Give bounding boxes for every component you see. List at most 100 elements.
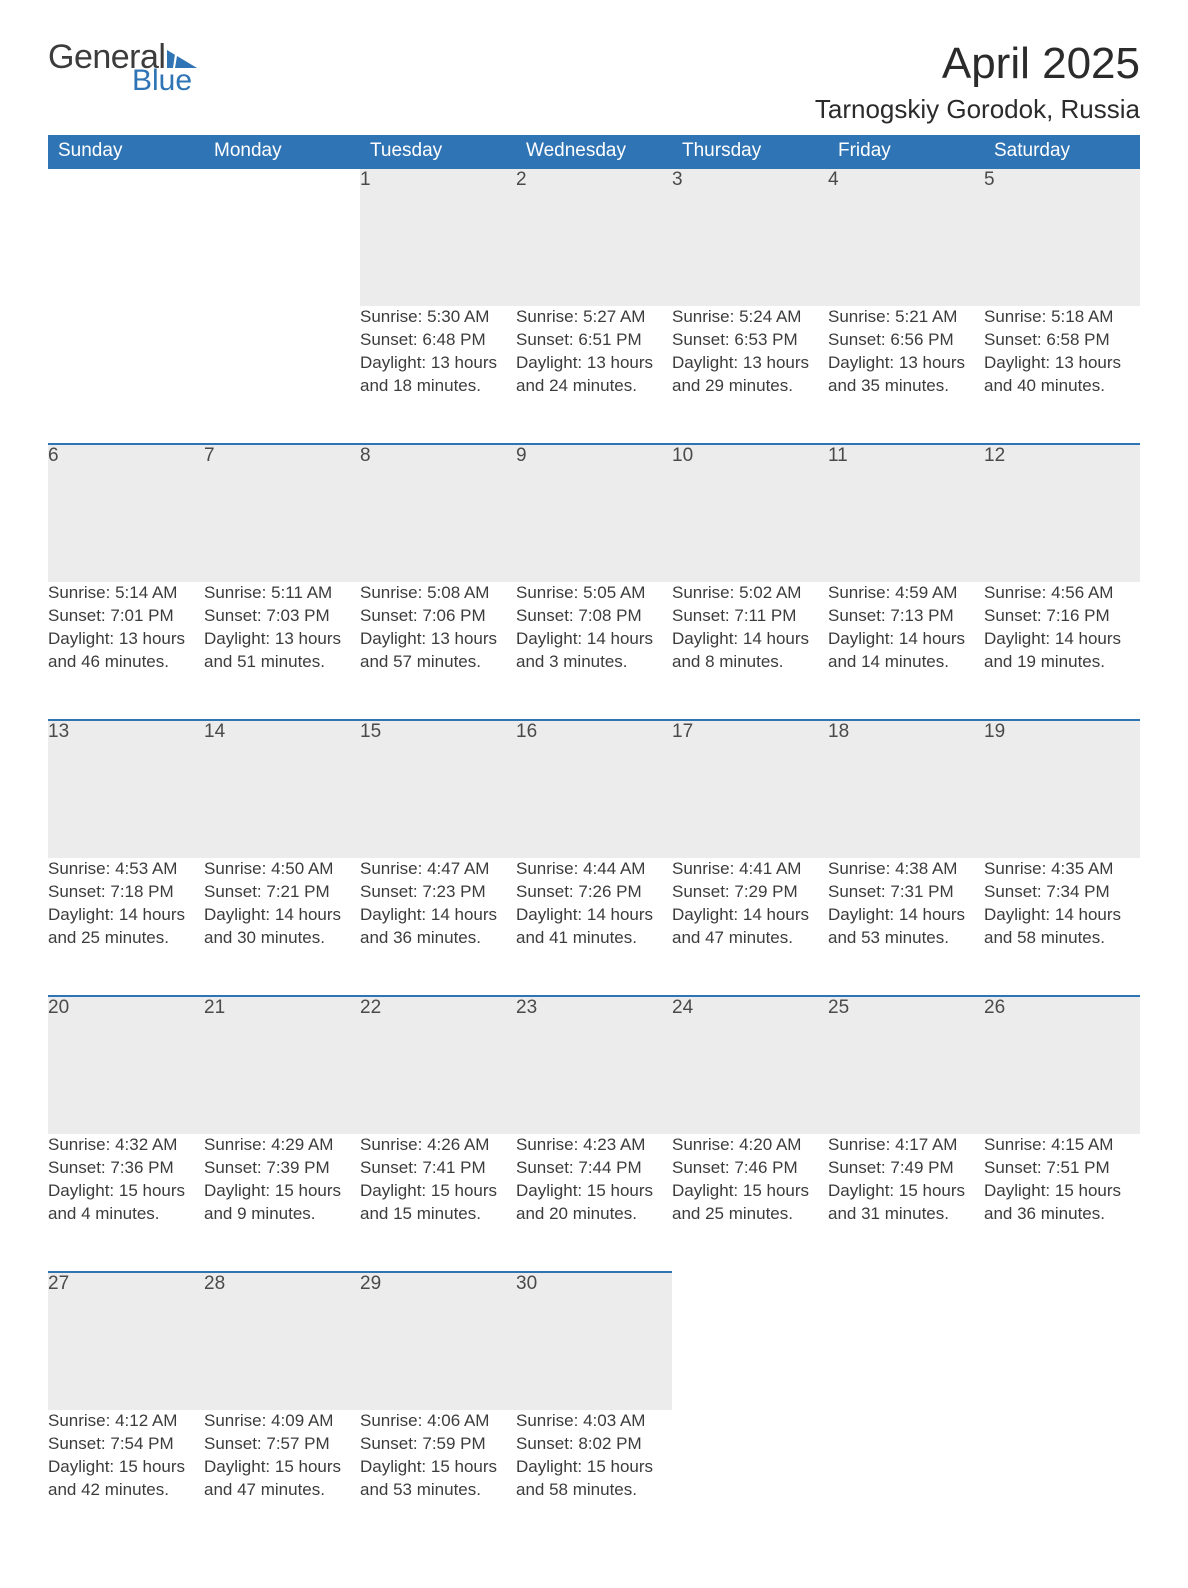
- day-number: 17: [672, 720, 828, 858]
- day-number-blank: [828, 1272, 984, 1410]
- sunrise-line: Sunrise: 5:11 AM: [204, 582, 360, 605]
- sunrise-line: Sunrise: 5:18 AM: [984, 306, 1140, 329]
- calendar-body: 12345Sunrise: 5:30 AMSunset: 6:48 PMDayl…: [48, 168, 1140, 1548]
- sunset-line: Sunset: 7:23 PM: [360, 881, 516, 904]
- day-number: 7: [204, 444, 360, 582]
- day-cell-blank: [828, 1410, 984, 1548]
- day-number: 15: [360, 720, 516, 858]
- weekday-header: Tuesday: [360, 135, 516, 168]
- sunrise-line: Sunrise: 5:05 AM: [516, 582, 672, 605]
- day-number: 20: [48, 996, 204, 1134]
- daylight-line: Daylight: 15 hours and 42 minutes.: [48, 1456, 204, 1502]
- sunset-line: Sunset: 7:39 PM: [204, 1157, 360, 1180]
- day-number: 28: [204, 1272, 360, 1410]
- sunrise-line: Sunrise: 4:17 AM: [828, 1134, 984, 1157]
- sunset-line: Sunset: 7:13 PM: [828, 605, 984, 628]
- sunset-line: Sunset: 7:01 PM: [48, 605, 204, 628]
- day-cell: Sunrise: 4:38 AMSunset: 7:31 PMDaylight:…: [828, 858, 984, 996]
- sunrise-line: Sunrise: 5:27 AM: [516, 306, 672, 329]
- sunrise-line: Sunrise: 4:06 AM: [360, 1410, 516, 1433]
- daylight-line: Daylight: 15 hours and 25 minutes.: [672, 1180, 828, 1226]
- weekday-header: Monday: [204, 135, 360, 168]
- sunset-line: Sunset: 7:08 PM: [516, 605, 672, 628]
- day-cell-blank: [48, 306, 204, 444]
- daylight-line: Daylight: 15 hours and 20 minutes.: [516, 1180, 672, 1226]
- sunset-line: Sunset: 7:11 PM: [672, 605, 828, 628]
- day-number: 4: [828, 168, 984, 306]
- day-cell: Sunrise: 4:41 AMSunset: 7:29 PMDaylight:…: [672, 858, 828, 996]
- logo-word-blue: Blue: [132, 66, 197, 96]
- day-number: 19: [984, 720, 1140, 858]
- daylight-line: Daylight: 14 hours and 3 minutes.: [516, 628, 672, 674]
- day-cell: Sunrise: 4:50 AMSunset: 7:21 PMDaylight:…: [204, 858, 360, 996]
- daylight-line: Daylight: 15 hours and 15 minutes.: [360, 1180, 516, 1226]
- sunrise-line: Sunrise: 4:20 AM: [672, 1134, 828, 1157]
- sunset-line: Sunset: 7:34 PM: [984, 881, 1140, 904]
- sunrise-line: Sunrise: 4:09 AM: [204, 1410, 360, 1433]
- sunrise-line: Sunrise: 4:41 AM: [672, 858, 828, 881]
- day-number-blank: [204, 168, 360, 306]
- day-cell: Sunrise: 4:26 AMSunset: 7:41 PMDaylight:…: [360, 1134, 516, 1272]
- weekday-row: SundayMondayTuesdayWednesdayThursdayFrid…: [48, 135, 1140, 168]
- sunset-line: Sunset: 7:41 PM: [360, 1157, 516, 1180]
- daybody-row: Sunrise: 4:32 AMSunset: 7:36 PMDaylight:…: [48, 1134, 1140, 1272]
- logo: General Blue: [48, 40, 197, 96]
- daylight-line: Daylight: 14 hours and 19 minutes.: [984, 628, 1140, 674]
- day-cell: Sunrise: 4:53 AMSunset: 7:18 PMDaylight:…: [48, 858, 204, 996]
- daynum-row: 27282930: [48, 1272, 1140, 1410]
- day-number-blank: [672, 1272, 828, 1410]
- day-cell: Sunrise: 5:14 AMSunset: 7:01 PMDaylight:…: [48, 582, 204, 720]
- day-cell: Sunrise: 4:03 AMSunset: 8:02 PMDaylight:…: [516, 1410, 672, 1548]
- day-cell: Sunrise: 5:18 AMSunset: 6:58 PMDaylight:…: [984, 306, 1140, 444]
- day-cell: Sunrise: 4:56 AMSunset: 7:16 PMDaylight:…: [984, 582, 1140, 720]
- location-label: Tarnogskiy Gorodok, Russia: [815, 94, 1140, 125]
- daylight-line: Daylight: 13 hours and 24 minutes.: [516, 352, 672, 398]
- day-number: 24: [672, 996, 828, 1134]
- sunset-line: Sunset: 7:18 PM: [48, 881, 204, 904]
- daynum-row: 6789101112: [48, 444, 1140, 582]
- sunset-line: Sunset: 7:36 PM: [48, 1157, 204, 1180]
- daylight-line: Daylight: 14 hours and 36 minutes.: [360, 904, 516, 950]
- day-cell: Sunrise: 4:09 AMSunset: 7:57 PMDaylight:…: [204, 1410, 360, 1548]
- daylight-line: Daylight: 15 hours and 9 minutes.: [204, 1180, 360, 1226]
- day-cell: Sunrise: 5:24 AMSunset: 6:53 PMDaylight:…: [672, 306, 828, 444]
- sunset-line: Sunset: 7:49 PM: [828, 1157, 984, 1180]
- daybody-row: Sunrise: 4:53 AMSunset: 7:18 PMDaylight:…: [48, 858, 1140, 996]
- day-cell: Sunrise: 4:44 AMSunset: 7:26 PMDaylight:…: [516, 858, 672, 996]
- daylight-line: Daylight: 13 hours and 29 minutes.: [672, 352, 828, 398]
- sunrise-line: Sunrise: 5:14 AM: [48, 582, 204, 605]
- sunset-line: Sunset: 6:56 PM: [828, 329, 984, 352]
- day-number: 22: [360, 996, 516, 1134]
- day-number: 26: [984, 996, 1140, 1134]
- sunrise-line: Sunrise: 4:44 AM: [516, 858, 672, 881]
- day-number: 8: [360, 444, 516, 582]
- title-block: April 2025 Tarnogskiy Gorodok, Russia: [815, 40, 1140, 125]
- sunset-line: Sunset: 7:54 PM: [48, 1433, 204, 1456]
- sunset-line: Sunset: 7:21 PM: [204, 881, 360, 904]
- day-number: 29: [360, 1272, 516, 1410]
- sunrise-line: Sunrise: 4:50 AM: [204, 858, 360, 881]
- daylight-line: Daylight: 13 hours and 46 minutes.: [48, 628, 204, 674]
- daylight-line: Daylight: 15 hours and 4 minutes.: [48, 1180, 204, 1226]
- day-cell: Sunrise: 4:23 AMSunset: 7:44 PMDaylight:…: [516, 1134, 672, 1272]
- day-number: 3: [672, 168, 828, 306]
- weekday-header: Friday: [828, 135, 984, 168]
- daylight-line: Daylight: 14 hours and 30 minutes.: [204, 904, 360, 950]
- day-number: 5: [984, 168, 1140, 306]
- day-cell: Sunrise: 5:08 AMSunset: 7:06 PMDaylight:…: [360, 582, 516, 720]
- day-cell: Sunrise: 4:17 AMSunset: 7:49 PMDaylight:…: [828, 1134, 984, 1272]
- sunset-line: Sunset: 7:57 PM: [204, 1433, 360, 1456]
- daylight-line: Daylight: 15 hours and 58 minutes.: [516, 1456, 672, 1502]
- day-number: 2: [516, 168, 672, 306]
- daylight-line: Daylight: 14 hours and 41 minutes.: [516, 904, 672, 950]
- day-number: 18: [828, 720, 984, 858]
- daylight-line: Daylight: 13 hours and 40 minutes.: [984, 352, 1140, 398]
- sunset-line: Sunset: 6:58 PM: [984, 329, 1140, 352]
- sunset-line: Sunset: 8:02 PM: [516, 1433, 672, 1456]
- daylight-line: Daylight: 13 hours and 18 minutes.: [360, 352, 516, 398]
- day-cell: Sunrise: 4:47 AMSunset: 7:23 PMDaylight:…: [360, 858, 516, 996]
- sunrise-line: Sunrise: 4:32 AM: [48, 1134, 204, 1157]
- daylight-line: Daylight: 14 hours and 58 minutes.: [984, 904, 1140, 950]
- day-number-blank: [48, 168, 204, 306]
- weekday-header: Saturday: [984, 135, 1140, 168]
